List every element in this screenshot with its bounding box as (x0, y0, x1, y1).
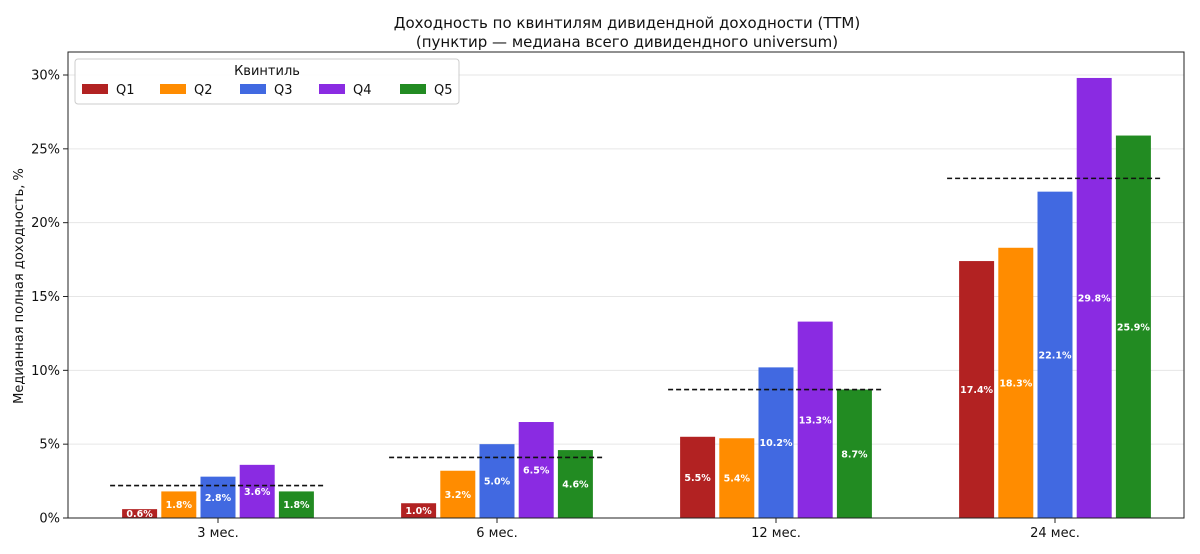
data-label: 5.4% (724, 474, 751, 485)
data-label: 4.6% (562, 480, 589, 491)
bar (239, 464, 275, 518)
bar (998, 247, 1034, 518)
data-label: 3.2% (445, 490, 472, 501)
chart-subtitle: (пунктир — медиана всего дивидендного un… (416, 33, 838, 51)
legend-swatch (240, 84, 266, 94)
data-label: 17.4% (960, 385, 993, 396)
legend-label: Q3 (274, 83, 293, 98)
y-tick-label: 0% (39, 512, 60, 527)
bar (518, 422, 554, 518)
data-label: 3.6% (244, 487, 271, 498)
bar (479, 444, 515, 518)
y-tick-label: 20% (31, 216, 60, 231)
data-label: 5.5% (684, 473, 711, 484)
bar (200, 476, 236, 518)
data-label: 6.5% (523, 466, 550, 477)
bar (719, 438, 755, 518)
bar (758, 367, 794, 518)
y-axis-label: Медианная полная доходность, % (12, 168, 27, 404)
x-tick-label: 24 мес. (1030, 526, 1080, 541)
data-label: 10.2% (760, 438, 793, 449)
y-axis-ticks: 0% 5% 10% 15% 20% 25% 30% (31, 69, 68, 527)
legend-label: Q4 (353, 83, 372, 98)
data-label: 22.1% (1039, 350, 1072, 361)
data-label: 2.8% (205, 493, 232, 504)
data-label: 0.6% (126, 509, 153, 520)
legend-label: Q1 (116, 83, 135, 98)
chart-title: Доходность по квинтилям дивидендной дохо… (394, 14, 860, 32)
x-tick-label: 6 мес. (476, 526, 518, 541)
bar (161, 491, 197, 518)
bar (557, 450, 593, 518)
data-label: 1.0% (405, 506, 432, 517)
bars (122, 77, 1151, 518)
y-tick-label: 30% (31, 69, 60, 84)
bar (680, 436, 716, 518)
legend-swatch (319, 84, 345, 94)
bar (1076, 77, 1112, 518)
legend-title: Квинтиль (234, 64, 300, 79)
data-label: 8.7% (841, 449, 868, 460)
data-label: 29.8% (1078, 293, 1111, 304)
legend: Квинтиль Q1 Q2 Q3 Q4 Q5 (74, 58, 460, 105)
y-tick-label: 15% (31, 290, 60, 305)
bar (959, 261, 995, 518)
legend-label: Q2 (194, 83, 213, 98)
data-label: 1.8% (283, 500, 310, 511)
data-label: 13.3% (799, 415, 832, 426)
y-tick-label: 10% (31, 364, 60, 379)
data-label: 18.3% (999, 378, 1032, 389)
data-label: 5.0% (484, 477, 511, 488)
x-tick-label: 12 мес. (751, 526, 801, 541)
y-tick-label: 5% (39, 438, 60, 453)
bar (1037, 191, 1073, 518)
legend-swatch (400, 84, 426, 94)
bar (278, 491, 314, 518)
data-label: 1.8% (166, 500, 193, 511)
bar (797, 321, 833, 518)
x-tick-label: 3 мес. (197, 526, 239, 541)
data-label: 25.9% (1117, 322, 1150, 333)
x-axis-ticks: 3 мес. 6 мес. 12 мес. 24 мес. (197, 518, 1080, 541)
legend-swatch (160, 84, 186, 94)
median-lines (110, 177, 1163, 487)
bar (122, 509, 158, 518)
bar (401, 503, 437, 518)
y-tick-label: 25% (31, 142, 60, 157)
plot-frame (67, 51, 1185, 519)
data-labels: 0.6% 1.8% 2.8% 3.6% 1.8% 1.0% 3.2% 5.0% 6.5% 4.6%… (126, 293, 1150, 520)
bar (1115, 135, 1151, 518)
bar (836, 389, 872, 518)
legend-swatch (82, 84, 108, 94)
bar (440, 470, 476, 518)
legend-label: Q5 (434, 83, 453, 98)
legend-items: Q1 Q2 Q3 Q4 Q5 (82, 83, 453, 98)
